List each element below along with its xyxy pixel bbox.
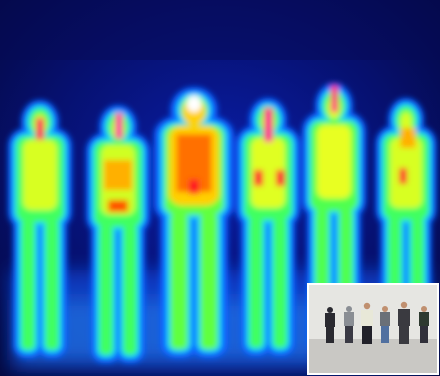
person — [383, 106, 429, 348]
person — [16, 108, 64, 350]
person — [310, 85, 358, 345]
figures — [16, 85, 429, 355]
person — [94, 113, 142, 355]
inset-photo — [307, 283, 439, 375]
top-shade — [0, 0, 440, 60]
person — [244, 106, 292, 348]
person — [164, 95, 224, 349]
people — [325, 301, 429, 344]
